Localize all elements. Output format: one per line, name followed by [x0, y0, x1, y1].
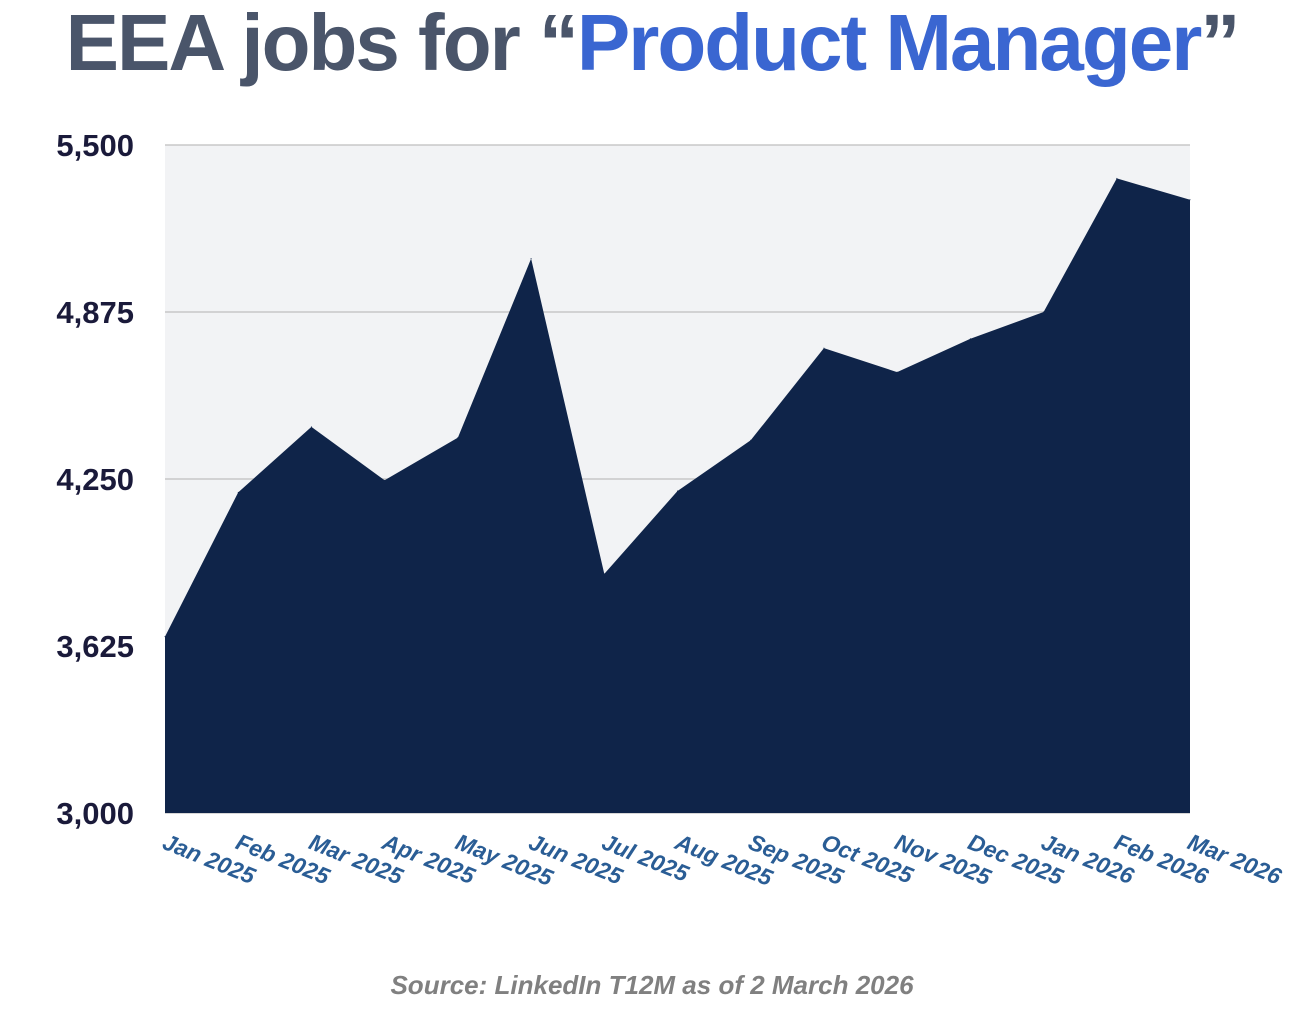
data-point — [1189, 199, 1191, 201]
data-point — [530, 258, 532, 260]
data-point — [677, 490, 678, 492]
data-point — [896, 371, 898, 373]
data-point — [164, 636, 166, 638]
data-points — [164, 177, 1191, 638]
data-point — [237, 491, 239, 493]
chart-title-suffix: ” — [1200, 0, 1240, 87]
data-point — [969, 338, 971, 340]
y-tick-label: 4,875 — [56, 295, 134, 330]
chart-title-highlight: Product Manager — [576, 0, 1202, 87]
data-point — [603, 573, 605, 575]
chart-title: EEA jobs for “Product Manager” — [0, 0, 1304, 86]
data-point — [1043, 311, 1045, 313]
data-point — [384, 479, 386, 481]
y-tick-label: 4,250 — [56, 462, 134, 497]
y-tick-label: 5,500 — [56, 128, 134, 163]
chart-title-prefix: EEA jobs for “ — [65, 0, 579, 87]
data-point — [1116, 177, 1118, 179]
series-area — [165, 178, 1190, 813]
data-point — [823, 347, 825, 349]
y-tick-label: 3,000 — [56, 796, 134, 831]
data-point — [457, 437, 459, 439]
y-axis-tick-labels: 3,000 3,625 4,250 4,875 5,500 — [56, 128, 134, 831]
data-point — [310, 426, 312, 428]
source-note: Source: LinkedIn T12M as of 2 March 2026 — [390, 970, 914, 1000]
y-tick-label: 3,625 — [56, 629, 134, 664]
data-point — [750, 439, 752, 441]
